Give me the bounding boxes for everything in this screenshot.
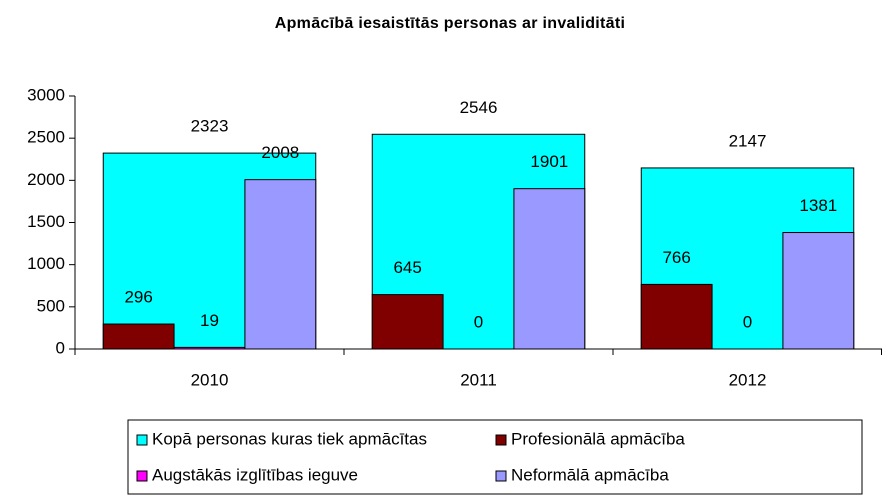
bar <box>640 283 713 350</box>
legend-swatch <box>136 470 148 482</box>
legend-swatch <box>495 434 507 446</box>
x-tick-label: 2011 <box>460 370 497 389</box>
y-tick-label: 3000 <box>27 85 65 104</box>
chart-title: Apmācībā iesaistītās personas ar invalid… <box>275 15 626 32</box>
data-label: 19 <box>200 311 219 330</box>
data-label: 0 <box>743 312 752 331</box>
y-tick-label: 1000 <box>27 254 65 273</box>
legend-label: Profesionālā apmācība <box>511 429 685 448</box>
y-tick-label: 2000 <box>27 170 65 189</box>
data-label: 2008 <box>261 143 299 162</box>
bar <box>782 232 855 350</box>
data-label: 1901 <box>530 152 568 171</box>
data-label: 0 <box>474 312 483 331</box>
y-tick-label: 2500 <box>27 128 65 147</box>
y-tick-label: 1500 <box>27 212 65 231</box>
data-label: 296 <box>124 288 152 307</box>
legend-swatch <box>495 470 507 482</box>
legend-label: Augstākās izglītības ieguve <box>152 465 358 484</box>
x-tick-label: 2010 <box>191 370 229 389</box>
data-label: 1381 <box>799 196 837 215</box>
data-label: 2323 <box>191 117 229 136</box>
y-tick-label: 500 <box>37 296 65 315</box>
legend-label: Neformālā apmācība <box>511 465 669 484</box>
data-label: 2147 <box>729 131 767 150</box>
bar <box>102 323 175 350</box>
legend-swatch <box>136 434 148 446</box>
x-tick-label: 2012 <box>729 370 767 389</box>
legend-label: Kopā personas kuras tiek apmācītas <box>152 429 427 448</box>
data-label: 645 <box>393 258 421 277</box>
bar <box>244 179 317 350</box>
bar <box>371 294 444 350</box>
y-tick-label: 0 <box>56 338 65 357</box>
data-label: 766 <box>662 248 690 267</box>
data-label: 2546 <box>460 98 498 117</box>
bar <box>513 188 586 350</box>
legend-box <box>127 419 863 495</box>
